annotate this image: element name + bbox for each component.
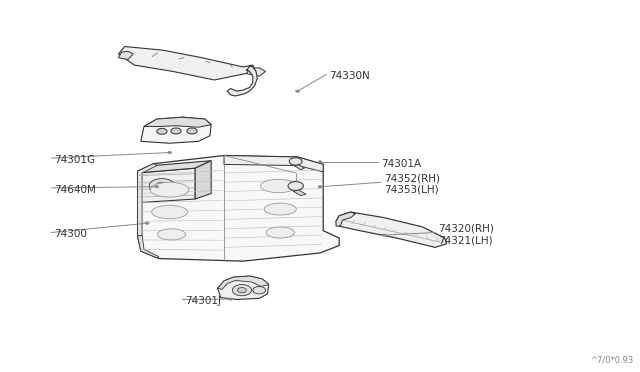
Polygon shape [138,235,159,259]
Text: 74301A: 74301A [381,159,421,169]
Circle shape [318,161,322,163]
Ellipse shape [266,227,294,238]
Circle shape [171,128,181,134]
Circle shape [155,186,159,188]
Polygon shape [218,276,269,299]
Circle shape [289,158,302,165]
Polygon shape [138,155,339,261]
Text: 74640M: 74640M [54,185,96,195]
Circle shape [318,186,322,188]
Circle shape [237,288,246,293]
Circle shape [149,179,175,193]
Circle shape [296,90,300,92]
Ellipse shape [152,205,188,219]
Polygon shape [293,190,306,196]
Polygon shape [138,168,195,203]
Polygon shape [138,161,211,173]
Circle shape [145,222,149,224]
Ellipse shape [264,203,296,215]
Circle shape [232,285,252,296]
Circle shape [228,298,232,300]
Ellipse shape [260,179,296,193]
Circle shape [382,234,386,236]
Text: 74320(RH)
74321(LH): 74320(RH) 74321(LH) [438,224,494,245]
Polygon shape [141,117,211,143]
Circle shape [187,128,197,134]
Circle shape [156,182,168,190]
Text: 74330N: 74330N [330,71,371,81]
Text: 74301G: 74301G [54,155,95,165]
Polygon shape [336,212,355,223]
Ellipse shape [157,229,186,240]
Polygon shape [336,212,355,226]
Ellipse shape [150,182,189,197]
Text: ^7/0*0.93: ^7/0*0.93 [590,356,634,365]
Polygon shape [336,212,447,247]
Circle shape [157,128,167,134]
Text: 74300: 74300 [54,230,87,239]
Polygon shape [138,164,157,236]
Text: 74301J: 74301J [186,296,221,306]
Polygon shape [118,46,256,80]
Polygon shape [227,66,257,96]
Polygon shape [246,68,266,76]
Polygon shape [144,117,211,127]
Polygon shape [118,51,133,60]
Polygon shape [195,161,211,199]
Circle shape [288,182,303,190]
Polygon shape [224,155,323,172]
Circle shape [168,151,172,154]
Text: 74352(RH)
74353(LH): 74352(RH) 74353(LH) [384,173,440,195]
Circle shape [253,286,266,294]
Polygon shape [218,276,269,289]
Polygon shape [294,165,305,170]
